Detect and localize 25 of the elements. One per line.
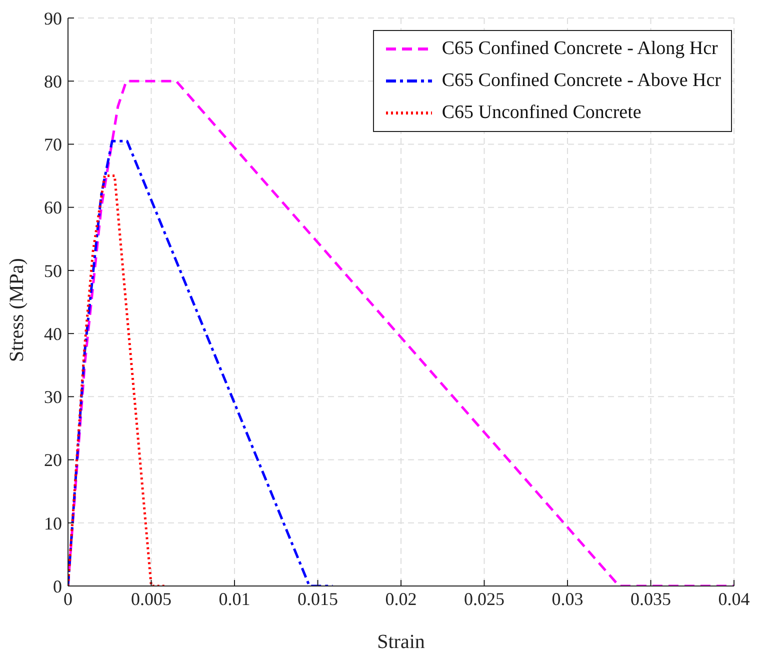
y-tick-label: 0 — [53, 576, 62, 596]
y-tick-label: 30 — [44, 387, 62, 408]
x-tick-label: 0.04 — [718, 588, 750, 609]
y-axis-title: Stress (MPa) — [6, 258, 28, 362]
y-tick-label: 40 — [44, 324, 62, 344]
line-series — [68, 140, 334, 586]
y-tick-label: 60 — [44, 198, 62, 218]
x-tick-label: 0.02 — [385, 588, 417, 609]
x-tick-label: 0.01 — [218, 588, 250, 609]
x-tick-label: 0.015 — [298, 588, 338, 609]
legend-label: C65 Unconfined Concrete — [442, 101, 642, 125]
legend-label: C65 Confined Concrete - Above Hcr — [442, 69, 721, 93]
y-tick-label: 20 — [44, 450, 62, 470]
y-tick-label: 10 — [44, 513, 62, 534]
x-axis-title: Strain — [377, 631, 425, 653]
y-tick-label: 70 — [44, 134, 62, 155]
y-tick-label: 50 — [44, 260, 62, 281]
x-tick-label: 0.005 — [131, 588, 172, 609]
y-tick-label: 90 — [44, 8, 62, 28]
x-tick-label: 0.03 — [552, 588, 584, 609]
legend-label: C65 Confined Concrete - Along Hcr — [442, 37, 718, 61]
y-tick-label: 80 — [44, 72, 62, 92]
x-tick-label: 0.035 — [630, 588, 671, 609]
line-series — [68, 174, 168, 586]
x-tick-label: 0.025 — [464, 588, 504, 609]
